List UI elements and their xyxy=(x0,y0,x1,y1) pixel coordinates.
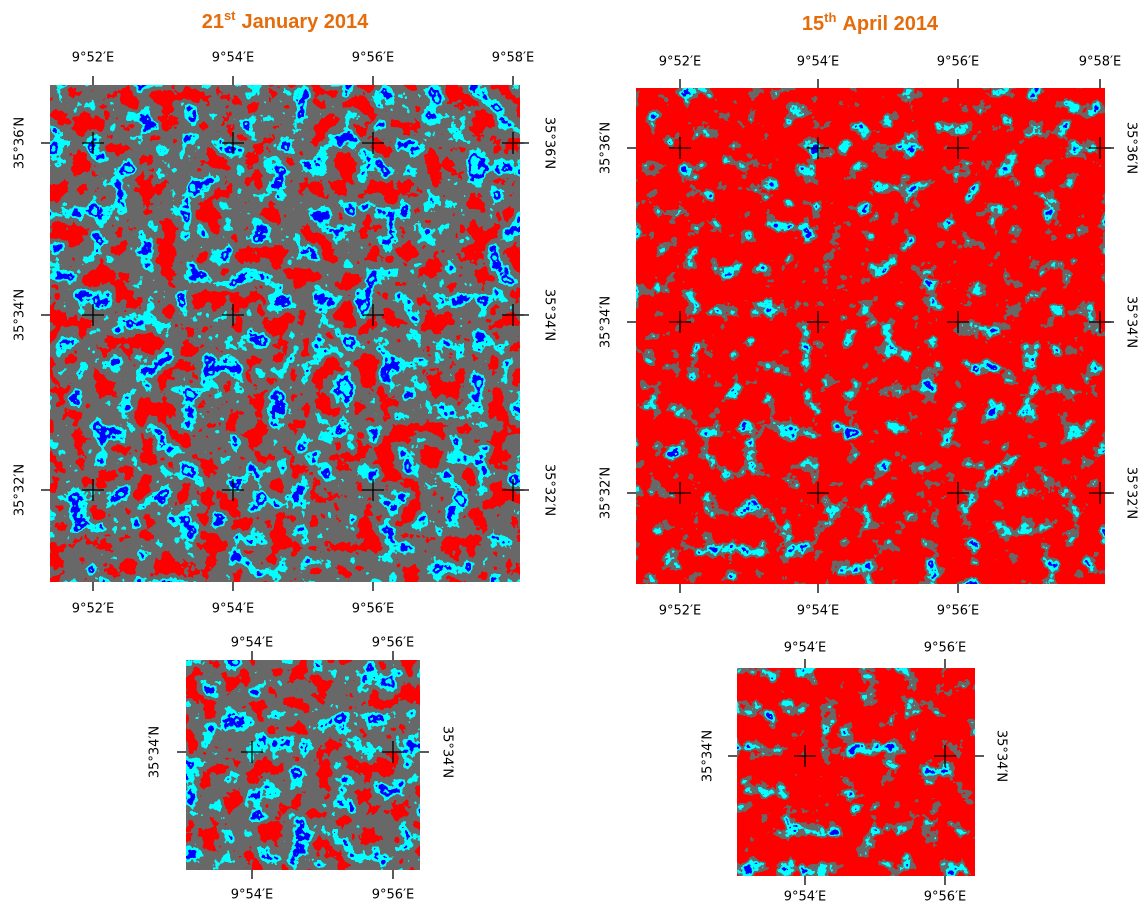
latitude-label: 35°36′N xyxy=(1124,122,1139,174)
latitude-label: 35°32′N xyxy=(13,464,28,516)
latitude-label: 35°36′N xyxy=(13,117,28,169)
latitude-label: 35°34′N xyxy=(701,730,716,782)
latitude-label: 35°34′N xyxy=(148,726,163,778)
longitude-label: 9°52′E xyxy=(659,604,701,619)
classified-raster xyxy=(636,88,1105,584)
classified-raster xyxy=(186,660,420,870)
longitude-label: 9°56′E xyxy=(352,51,394,66)
longitude-label: 9°56′E xyxy=(372,888,414,903)
longitude-label: 9°54′E xyxy=(212,602,254,617)
figure: 21stJanuary 2014 15thApril 2014 9°52′E 9°… xyxy=(0,0,1145,908)
latitude-label: 35°34′N xyxy=(1124,296,1139,348)
longitude-label: 9°56′E xyxy=(352,602,394,617)
latitude-label: 35°36′N xyxy=(542,117,557,169)
longitude-label: 9°54′E xyxy=(231,636,273,651)
longitude-label: 9°58′E xyxy=(492,51,534,66)
longitude-label: 9°56′E xyxy=(937,55,979,70)
latitude-label: 35°32′N xyxy=(542,464,557,516)
longitude-label: 9°56′E xyxy=(937,604,979,619)
latitude-label: 35°34′N xyxy=(13,289,28,341)
latitude-label: 35°34′N xyxy=(599,296,614,348)
longitude-label: 9°56′E xyxy=(372,636,414,651)
latitude-label: 35°36′N xyxy=(599,122,614,174)
longitude-label: 9°52′E xyxy=(659,55,701,70)
longitude-label: 9°54′E xyxy=(797,604,839,619)
longitude-label: 9°54′E xyxy=(797,55,839,70)
latitude-label: 35°34′N xyxy=(440,726,455,778)
longitude-label: 9°56′E xyxy=(924,641,966,656)
latitude-label: 35°34′N xyxy=(542,289,557,341)
longitude-label: 9°56′E xyxy=(924,890,966,905)
longitude-label: 9°54′E xyxy=(784,890,826,905)
longitude-label: 9°54′E xyxy=(212,51,254,66)
classified-raster xyxy=(737,668,975,876)
latitude-label: 35°32′N xyxy=(599,467,614,519)
longitude-label: 9°54′E xyxy=(784,641,826,656)
longitude-label: 9°52′E xyxy=(72,51,114,66)
longitude-label: 9°58′E xyxy=(1079,55,1121,70)
classified-raster xyxy=(50,85,520,582)
latitude-label: 35°34′N xyxy=(994,730,1009,782)
longitude-label: 9°52′E xyxy=(72,602,114,617)
latitude-label: 35°32′N xyxy=(1124,467,1139,519)
longitude-label: 9°54′E xyxy=(231,888,273,903)
